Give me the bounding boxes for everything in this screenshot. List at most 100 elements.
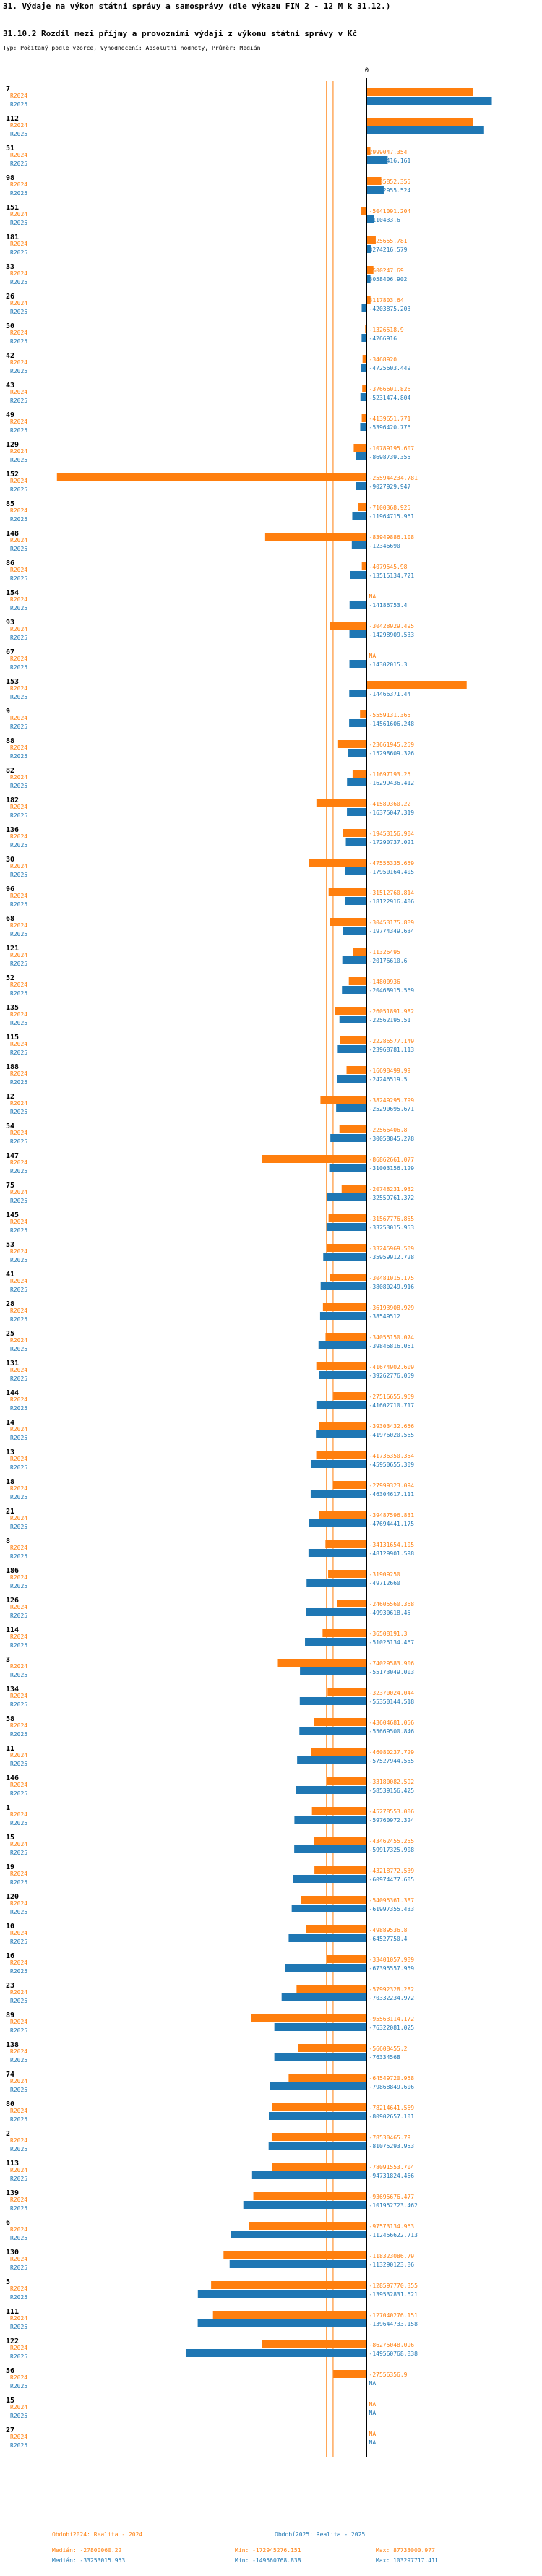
value-label-2024: -43462455.255 — [369, 1838, 415, 1845]
value-label-2025: -41976020.565 — [369, 1432, 415, 1438]
value-label-2025: -58539156.425 — [369, 1787, 415, 1794]
bar-2025 — [366, 245, 371, 253]
series-label-2024: R2024 — [10, 418, 27, 425]
series-label-2024: R2024 — [10, 2315, 27, 2322]
row-id: 23 — [6, 1982, 14, 1990]
value-label-2024: -14800936 — [369, 979, 401, 985]
series-label-2024: R2024 — [10, 2345, 27, 2351]
bar-2024 — [366, 147, 371, 155]
value-label-2025: -4266916 — [369, 335, 397, 342]
series-label-2025: R2025 — [10, 546, 27, 552]
axis-zero-label: 0 — [365, 67, 369, 74]
value-label-2025: -39262776.059 — [369, 1373, 415, 1379]
bar-2024 — [314, 1837, 367, 1845]
series-label-2024: R2024 — [10, 774, 27, 781]
row-id: 154 — [6, 589, 19, 597]
bar-2025 — [349, 690, 367, 697]
value-label-2024: -11697193.25 — [369, 771, 411, 778]
na-label-2024: NA — [369, 2431, 377, 2437]
value-label-2024: -78091553.704 — [369, 2164, 415, 2171]
bar-2025 — [349, 719, 367, 727]
row-id: 138 — [6, 2041, 19, 2049]
bar-2025 — [274, 2053, 367, 2061]
series-label-2025: R2025 — [10, 1375, 27, 1382]
row-id: 18 — [6, 1478, 14, 1486]
value-label-2025: -48129901.598 — [369, 1550, 415, 1557]
value-label-2025: -4725603.449 — [369, 365, 411, 372]
bar-2024 — [298, 2044, 367, 2052]
series-label-2024: R2024 — [10, 2256, 27, 2262]
value-label-2024: -78214641.569 — [369, 2105, 415, 2111]
row-id: 42 — [6, 352, 14, 360]
value-label-2024: -33401057.989 — [369, 1957, 415, 1963]
series-label-2024: R2024 — [10, 270, 27, 277]
value-label-2024: -24605560.368 — [369, 1601, 415, 1607]
value-label-2025: 3274216.579 — [369, 246, 408, 253]
value-label-2025: -149560768.838 — [369, 2350, 418, 2357]
series-label-2025: R2025 — [10, 1109, 27, 1115]
value-label-2024: -83949886.108 — [369, 534, 415, 541]
series-label-2025: R2025 — [10, 2205, 27, 2212]
series-label-2024: R2024 — [10, 952, 27, 958]
value-label-2025: -14466371.44 — [369, 691, 411, 697]
bar-2025 — [285, 1964, 367, 1972]
bar-2025 — [348, 749, 367, 757]
series-label-2024: R2024 — [10, 1396, 27, 1403]
bar-2025 — [345, 867, 367, 875]
value-label-2024: -3468920 — [369, 356, 397, 363]
series-label-2024: R2024 — [10, 2019, 27, 2025]
series-label-2024: R2024 — [10, 1989, 27, 1996]
value-label-2025: -22562195.51 — [369, 1017, 411, 1023]
value-label-2025: -19774349.634 — [369, 928, 415, 935]
value-label-2025: -41602710.717 — [369, 1402, 415, 1409]
series-label-2024: R2024 — [10, 1130, 27, 1136]
series-label-2024: R2024 — [10, 596, 27, 603]
value-label-2024: -3766601.826 — [369, 386, 411, 392]
bar-2024 — [322, 1629, 367, 1637]
value-label-2024: 5500247.69 — [369, 267, 404, 274]
row-id: 43 — [6, 382, 14, 390]
series-label-2024: R2024 — [10, 1219, 27, 1225]
series-label-2024: R2024 — [10, 537, 27, 544]
value-label-2024: -86862661.077 — [369, 1156, 415, 1163]
bar-2025 — [299, 1697, 367, 1705]
series-label-2025: R2025 — [10, 842, 27, 849]
bar-2025 — [316, 1401, 367, 1409]
series-label-2025: R2025 — [10, 694, 27, 700]
series-label-2025: R2025 — [10, 457, 27, 463]
value-label-2025: -76322081.025 — [369, 2025, 415, 2031]
value-label-2024: 7425655.781 — [369, 238, 408, 244]
value-label-2024: -86275048.096 — [369, 2342, 415, 2348]
value-label-2025: -9027929.947 — [369, 484, 411, 490]
row-id: 115 — [6, 1034, 19, 1042]
series-label-2025: R2025 — [10, 575, 27, 582]
row-id: 53 — [6, 1241, 14, 1249]
value-label-2024: -5041091.204 — [369, 208, 411, 215]
series-label-2024: R2024 — [10, 1367, 27, 1373]
row-id: 131 — [6, 1360, 19, 1368]
value-label-2025: -15298609.326 — [369, 750, 415, 757]
bar-2024 — [339, 1125, 367, 1133]
row-id: 85 — [6, 500, 14, 508]
row-id: 151 — [6, 204, 19, 212]
value-label-2025: -30058845.278 — [369, 1135, 415, 1142]
series-label-2024: R2024 — [10, 1485, 27, 1492]
bar-2024 — [311, 1807, 367, 1815]
value-label-2025: -14186753.4 — [369, 602, 408, 609]
bar-2024 — [212, 2311, 367, 2319]
series-label-2025: R2025 — [10, 1553, 27, 1560]
value-label-2025: -39846816.061 — [369, 1343, 415, 1349]
series-label-2025: R2025 — [10, 990, 27, 997]
bar-2024 — [277, 1659, 367, 1667]
value-label-2024: -255944234.781 — [369, 475, 418, 481]
bar-2025 — [366, 126, 484, 134]
value-label-2024: 87567349.369 — [369, 90, 411, 96]
series-label-2024: R2024 — [10, 1841, 27, 1847]
bar-2025 — [319, 1371, 367, 1379]
chart-title: 31.10.2 Rozdíl mezi příjmy a provozními … — [3, 29, 358, 38]
bar-2024 — [316, 799, 367, 807]
value-label-2025: -51025134.467 — [369, 1639, 415, 1646]
value-label-2024: -31512760.814 — [369, 890, 415, 896]
row-id: 113 — [6, 2160, 19, 2168]
series-label-2025: R2025 — [10, 486, 27, 493]
